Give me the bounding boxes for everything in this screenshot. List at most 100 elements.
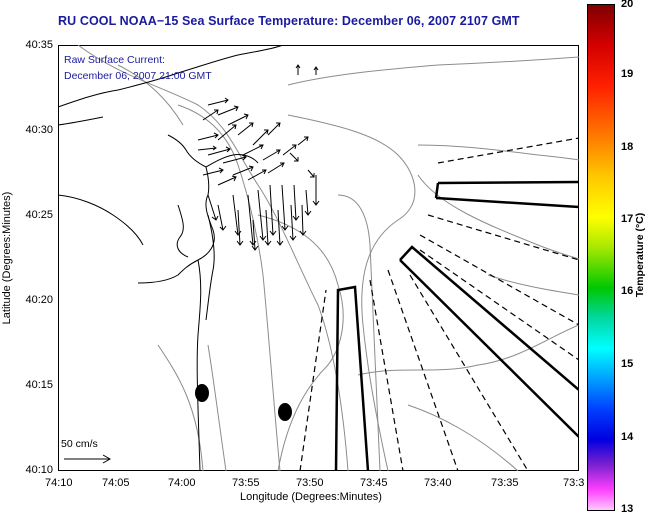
map-plot-area xyxy=(58,45,579,471)
contour-line xyxy=(287,114,416,471)
contour-line xyxy=(117,64,184,126)
current-vector xyxy=(257,189,267,241)
colorbar-label: Temperature (°C) xyxy=(634,212,646,298)
current-vector xyxy=(236,209,244,246)
current-vector xyxy=(264,209,272,246)
current-vector xyxy=(222,154,247,164)
contour-line xyxy=(337,194,381,471)
current-vector xyxy=(289,152,299,162)
current-vector xyxy=(295,64,301,75)
current-vector xyxy=(202,167,224,176)
temperature-colorbar xyxy=(587,4,615,511)
current-vector xyxy=(299,204,307,236)
current-label: Raw Surface Current: xyxy=(64,54,165,66)
y-axis-label: Latitude (Degrees:Minutes) xyxy=(1,191,13,325)
station-marker xyxy=(278,403,292,421)
x-tick-label: 74:05 xyxy=(102,477,130,489)
current-vector xyxy=(262,149,281,161)
colorbar-tick: 18 xyxy=(621,141,634,153)
current-vector xyxy=(297,136,309,146)
x-tick-label: 74:10 xyxy=(45,477,73,489)
x-tick-label: 73:35 xyxy=(491,477,519,489)
y-tick-label: 40:30 xyxy=(25,124,53,136)
current-vector xyxy=(197,145,217,151)
survey-line xyxy=(427,214,579,261)
current-vector xyxy=(237,122,254,136)
current-vector xyxy=(269,184,277,236)
coastline xyxy=(58,116,104,126)
coastline xyxy=(58,194,144,246)
colorbar-tick: 17 xyxy=(621,213,634,225)
survey-track xyxy=(334,285,370,471)
coastline xyxy=(137,134,215,284)
current-vector xyxy=(292,184,300,221)
contour-line xyxy=(487,274,579,296)
survey-line xyxy=(387,269,459,471)
x-tick-label: 73:45 xyxy=(360,477,388,489)
colorbar-tick: 19 xyxy=(621,68,634,80)
current-vector xyxy=(276,209,284,246)
colorbar-tick: 20 xyxy=(621,0,634,10)
current-vector xyxy=(217,105,239,116)
current-vector xyxy=(207,146,231,156)
y-tick-label: 40:15 xyxy=(25,379,53,391)
current-vector xyxy=(251,219,259,251)
current-vector xyxy=(217,175,237,186)
survey-line xyxy=(299,289,327,471)
survey-line xyxy=(437,137,579,164)
x-tick-label: 73:50 xyxy=(296,477,324,489)
contour-line xyxy=(357,324,579,376)
contour-line xyxy=(177,104,281,471)
current-vector xyxy=(267,162,285,174)
current-vector xyxy=(207,194,219,221)
current-vector xyxy=(242,144,264,156)
current-vector xyxy=(313,66,319,75)
current-vector xyxy=(247,169,267,181)
y-tick-label: 40:25 xyxy=(25,209,53,221)
x-tick-label: 74:00 xyxy=(168,477,196,489)
x-tick-label: 73:40 xyxy=(424,477,452,489)
current-vector xyxy=(202,109,219,121)
survey-line xyxy=(369,279,404,471)
current-vector xyxy=(227,113,249,126)
contour-line xyxy=(407,404,519,471)
map-title: RU COOL NOAA−15 Sea Surface Temperature:… xyxy=(58,14,520,28)
current-vector xyxy=(281,184,289,231)
x-tick-label: 73:55 xyxy=(232,477,260,489)
contour-line xyxy=(417,174,579,260)
colorbar-tick: 15 xyxy=(621,358,634,370)
station-marker xyxy=(195,384,209,402)
coastline xyxy=(58,45,284,108)
map-canvas xyxy=(58,45,579,471)
coastline xyxy=(176,204,189,258)
current-time: December 06, 2007 21:00 GMT xyxy=(64,70,212,82)
contour-line xyxy=(417,144,579,161)
survey-line xyxy=(419,234,579,326)
current-vector xyxy=(267,122,281,136)
survey-track xyxy=(399,245,579,438)
current-vector xyxy=(289,204,297,241)
coastline xyxy=(205,214,215,321)
contour-line xyxy=(287,56,579,86)
current-vector xyxy=(217,204,227,231)
x-tick-label: 73:3 xyxy=(563,477,585,489)
current-vector xyxy=(312,175,320,206)
colorbar-tick: 13 xyxy=(621,503,634,515)
coastline xyxy=(196,259,202,471)
y-tick-label: 40:20 xyxy=(25,294,53,306)
x-axis-label: Longitude (Degrees:Minutes) xyxy=(240,491,382,503)
current-vector xyxy=(282,144,297,156)
current-vector xyxy=(197,132,219,141)
colorbar-tick: 16 xyxy=(621,285,634,297)
contour-line xyxy=(77,45,349,471)
survey-line xyxy=(409,274,529,471)
scale-arrow xyxy=(64,454,112,464)
survey-line xyxy=(419,249,579,361)
current-vector xyxy=(247,194,257,246)
current-vector xyxy=(304,189,312,216)
contour-line xyxy=(207,344,227,471)
y-tick-label: 40:10 xyxy=(25,464,53,476)
coastline xyxy=(205,154,259,168)
survey-track xyxy=(434,180,579,209)
contour-line xyxy=(257,214,344,471)
